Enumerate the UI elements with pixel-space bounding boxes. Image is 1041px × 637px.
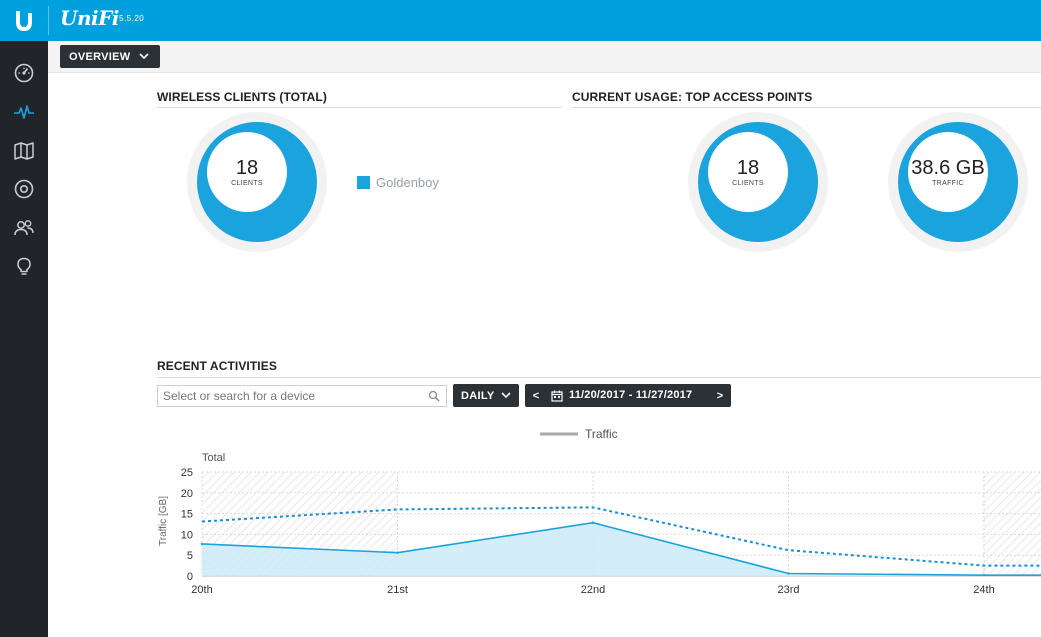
interval-dropdown[interactable]: DAILY bbox=[453, 384, 519, 407]
section-divider bbox=[157, 107, 562, 108]
sidebar-item-statistics[interactable] bbox=[0, 93, 48, 131]
sidebar-item-dashboard[interactable] bbox=[0, 54, 48, 92]
data-point bbox=[591, 521, 595, 524]
usage-clients-unit: CLIENTS bbox=[732, 179, 764, 187]
sidebar-item-map[interactable] bbox=[0, 132, 48, 170]
sidebar bbox=[0, 41, 48, 637]
sidebar-item-insights[interactable] bbox=[0, 248, 48, 286]
device-search-box bbox=[157, 385, 447, 407]
recent-activities-title: RECENT ACTIVITIES bbox=[157, 359, 277, 373]
date-range-label: 11/20/2017 - 11/27/2017 bbox=[569, 389, 693, 401]
overview-dropdown[interactable]: OVERVIEW bbox=[60, 45, 160, 68]
date-range-picker: < 11/20/2017 - 11/27/2017 > bbox=[525, 384, 731, 407]
legend-swatch bbox=[357, 176, 370, 189]
top-bar: UniFi 5.5.20 bbox=[0, 0, 1041, 41]
section-divider bbox=[157, 377, 1041, 378]
section-divider bbox=[572, 107, 1041, 108]
usage-traffic-donut: 38.6 GB TRAFFIC bbox=[888, 112, 1028, 252]
target-icon bbox=[14, 179, 34, 199]
wireless-clients-donut: 18 CLIENTS bbox=[187, 112, 327, 252]
donut-center: 18 CLIENTS bbox=[207, 132, 287, 212]
data-point bbox=[982, 573, 986, 577]
y-tick-label: 20 bbox=[181, 488, 193, 500]
series-area-traffic bbox=[202, 522, 1041, 576]
y-tick-label: 15 bbox=[181, 509, 193, 521]
legend-label-traffic: Traffic bbox=[585, 427, 618, 441]
usage-traffic-value: 38.6 GB bbox=[911, 156, 985, 179]
usage-clients-count: 18 bbox=[736, 156, 760, 179]
data-point bbox=[200, 542, 204, 546]
x-tick-label: 23rd bbox=[777, 584, 799, 596]
data-point bbox=[787, 572, 790, 575]
donut-center: 38.6 GB TRAFFIC bbox=[908, 132, 988, 212]
device-search-input[interactable] bbox=[158, 386, 423, 406]
map-icon bbox=[14, 142, 34, 160]
current-usage-title: CURRENT USAGE: TOP ACCESS POINTS bbox=[572, 90, 813, 104]
lightbulb-icon bbox=[17, 257, 31, 275]
pulse-icon bbox=[14, 105, 34, 119]
date-prev-button[interactable]: < bbox=[525, 384, 547, 407]
y-axis-label: Traffic [GB] bbox=[158, 496, 169, 546]
sub-header: OVERVIEW bbox=[48, 41, 1041, 73]
chevron-down-icon bbox=[139, 53, 149, 60]
usage-clients-donut: 18 CLIENTS bbox=[688, 112, 828, 252]
search-icon[interactable] bbox=[428, 390, 440, 402]
traffic-chart: Traffic Total Traffic [GB] 0 5 10 15 20 25 20… bbox=[158, 427, 1041, 596]
chevron-down-icon bbox=[501, 392, 511, 399]
chevron-right-icon: > bbox=[716, 389, 724, 402]
y-tick-label: 10 bbox=[181, 529, 193, 541]
date-next-button[interactable]: > bbox=[709, 384, 731, 407]
donut-center: 18 CLIENTS bbox=[708, 132, 788, 212]
chart-legend[interactable]: Traffic bbox=[540, 427, 618, 441]
data-point bbox=[396, 551, 399, 554]
interval-label: DAILY bbox=[461, 389, 495, 402]
legend-item-goldenboy[interactable]: Goldenboy bbox=[357, 175, 439, 190]
calendar-icon[interactable] bbox=[551, 390, 563, 402]
x-tick-label: 21st bbox=[387, 584, 408, 596]
series-line-traffic bbox=[201, 521, 1041, 576]
header-divider bbox=[48, 6, 49, 35]
x-tick-label: 24th bbox=[973, 584, 994, 596]
y-tick-label: 5 bbox=[187, 550, 193, 562]
wireless-clients-unit: CLIENTS bbox=[231, 179, 263, 187]
legend-label: Goldenboy bbox=[376, 175, 439, 190]
series-line-dotted bbox=[201, 506, 1041, 567]
ubiquiti-logo-icon[interactable] bbox=[0, 0, 48, 41]
x-tick-label: 22nd bbox=[581, 584, 605, 596]
sidebar-item-devices[interactable] bbox=[0, 170, 48, 208]
dashboard-gauge-icon bbox=[14, 63, 34, 83]
usage-traffic-unit: TRAFFIC bbox=[932, 179, 964, 187]
chevron-left-icon: < bbox=[532, 389, 540, 402]
y-tick-label: 25 bbox=[181, 467, 193, 479]
sidebar-item-clients[interactable] bbox=[0, 209, 48, 247]
unifi-brand-logo: UniFi bbox=[60, 6, 119, 30]
x-tick-label: 20th bbox=[191, 584, 212, 596]
wireless-clients-title: WIRELESS CLIENTS (TOTAL) bbox=[157, 90, 327, 104]
hatched-band bbox=[982, 472, 1041, 576]
chart-title: Total bbox=[202, 452, 225, 464]
users-icon bbox=[14, 220, 34, 236]
y-tick-label: 0 bbox=[187, 571, 193, 583]
overview-label: OVERVIEW bbox=[69, 50, 131, 63]
version-label: 5.5.20 bbox=[119, 14, 145, 23]
wireless-clients-count: 18 bbox=[235, 156, 259, 179]
